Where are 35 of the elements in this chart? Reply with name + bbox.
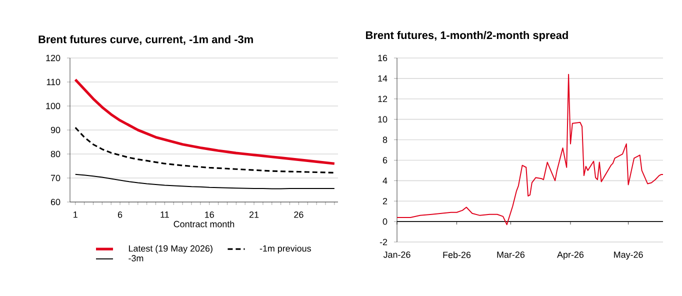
- y-tick-label: 80: [50, 150, 60, 158]
- line-series: [396, 74, 664, 226]
- x-tick-label: 1: [74, 211, 78, 218]
- y-tick-label: 110: [46, 78, 60, 86]
- y-tick-label: 70: [50, 174, 60, 182]
- x-axis-title: Contract month: [174, 220, 234, 228]
- y-tick-label: 120: [46, 54, 60, 62]
- x-tick-label: 11: [160, 211, 169, 218]
- x-tick-label: Mar-26: [497, 251, 525, 258]
- y-tick-label: -2: [380, 238, 388, 246]
- y-tick-label: 4: [382, 178, 388, 184]
- x-tick-label: Apr-26: [557, 251, 584, 260]
- x-tick-label: Feb-26: [443, 251, 471, 258]
- x-tick-label: May-26: [614, 251, 643, 260]
- y-tick-label: 6: [382, 157, 388, 164]
- y-tick-label: 2: [382, 198, 388, 204]
- legend-label: -1m previous: [260, 245, 311, 254]
- legend-label: Latest (19 May 2026): [128, 245, 212, 254]
- x-tick-label: 21: [249, 211, 259, 218]
- y-tick-label: 8: [382, 136, 388, 143]
- x-tick-label: 6: [118, 211, 122, 218]
- y-tick-label: 16: [378, 54, 388, 62]
- y-tick-label: 100: [46, 102, 60, 110]
- x-tick-label: 16: [205, 211, 214, 218]
- y-tick-label: 60: [50, 198, 60, 206]
- y-tick-label: 10: [378, 116, 388, 123]
- y-tick-label: 90: [50, 126, 60, 134]
- x-tick-label: 26: [294, 211, 304, 218]
- x-tick-label: Jan-26: [383, 251, 410, 258]
- y-tick-label: 0: [382, 218, 388, 225]
- y-tick-label: 14: [378, 75, 388, 82]
- chart-title: Brent futures, 1-month/2-month spread: [366, 31, 568, 42]
- y-tick-label: 12: [378, 96, 388, 102]
- chart-title: Brent futures curve, current, -1m and -3m: [38, 35, 253, 45]
- legend-label: -3m: [128, 255, 144, 262]
